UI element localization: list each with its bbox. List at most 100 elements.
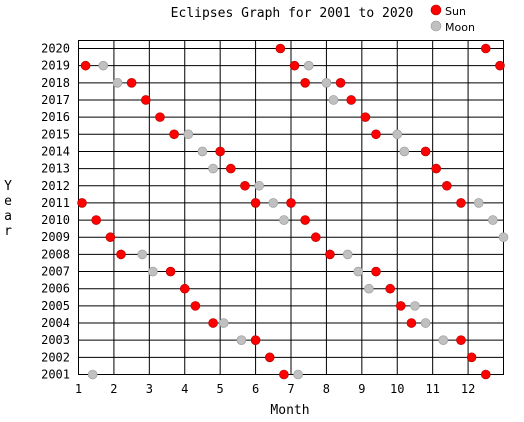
sun-eclipse-point [169,129,179,140]
x-tick-labels: 1 2 3 4 5 6 7 8 9 10 11 12 [75,382,475,396]
y-tick-label: 2012 [41,179,70,193]
sun-eclipse-point [325,249,335,260]
sun-eclipse-point [80,60,91,71]
data-points [77,43,509,380]
y-tick-label: 2005 [41,299,70,313]
sun-eclipse-point [406,318,417,328]
sun-eclipse-point [289,60,300,71]
legend-sun-marker [430,4,442,16]
y-tick-label: 2013 [41,162,70,176]
chart-title: Eclipses Graph for 2001 to 2020 [171,6,414,21]
moon-eclipse-point [98,60,109,71]
y-tick-labels: 2001 2002 2003 2004 2005 2006 2007 2008 2009 2010… [41,42,70,382]
moon-eclipse-point [328,95,339,105]
y-tick-label: 2011 [41,196,70,210]
sun-eclipse-point [385,283,395,294]
sun-eclipse-point [300,215,310,225]
moon-eclipse-point [438,335,449,345]
sun-eclipse-point [371,266,381,277]
x-tick-label: 2 [110,382,117,396]
sun-eclipse-point [310,232,321,243]
sun-eclipse-point [225,163,236,174]
x-tick-label: 8 [323,382,330,396]
y-tick-label: 2004 [41,316,70,330]
y-axis-label-char: a [4,209,12,224]
sun-eclipse-point [456,198,466,208]
moon-eclipse-point [353,266,364,277]
moon-eclipse-point [410,301,420,311]
sun-eclipse-point [165,266,176,277]
sun-eclipse-point [275,43,286,54]
y-tick-label: 2008 [41,247,70,261]
x-tick-label: 12 [461,382,475,396]
y-tick-label: 2017 [41,93,70,107]
sun-eclipse-point [431,163,442,174]
x-axis-label: Month [270,403,309,418]
x-tick-label: 5 [217,382,224,396]
legend-moon-marker [430,20,442,32]
moon-eclipse-point [488,215,498,225]
sun-eclipse-point [480,43,491,54]
moon-eclipse-point [87,369,98,380]
moon-eclipse-point [321,78,332,88]
moon-eclipse-point [268,198,279,208]
sun-eclipse-point [208,318,218,328]
sun-eclipse-point [335,78,346,88]
sun-eclipse-point [279,369,289,380]
moon-eclipse-point [498,232,509,243]
moon-eclipse-point [236,335,247,345]
sun-eclipse-point [116,249,126,260]
sun-eclipse-point [371,129,381,140]
sun-eclipse-point [395,301,406,311]
moon-eclipse-point [112,78,123,88]
x-tick-label: 6 [252,382,259,396]
sun-eclipse-point [264,352,275,363]
moon-eclipse-point [208,163,218,174]
sun-eclipse-point [495,60,505,71]
sun-eclipse-point [190,301,201,311]
sun-eclipse-point [215,146,225,157]
x-tick-label: 3 [146,382,153,396]
x-tick-label: 11 [425,382,439,396]
x-tick-label: 10 [390,382,404,396]
sun-eclipse-point [155,112,165,122]
y-tick-label: 2002 [41,350,70,364]
grid [78,40,504,375]
y-tick-label: 2020 [41,42,70,56]
sun-eclipse-point [105,232,116,243]
sun-eclipse-point [456,335,466,345]
y-axis-label-char: Y [4,179,12,194]
moon-eclipse-point [303,60,314,71]
y-tick-label: 2015 [41,127,70,141]
moon-eclipse-point [279,215,289,225]
plot-area-border [78,40,504,375]
y-tick-label: 2018 [41,76,70,90]
moon-eclipse-point [420,318,431,328]
legend: Sun Moon [430,4,475,34]
moon-eclipse-point [473,198,484,208]
moon-eclipse-point [364,283,374,294]
y-axis-label-char: e [4,194,12,209]
sun-eclipse-point [420,146,431,157]
sun-eclipse-point [250,198,261,208]
x-tick-label: 1 [75,382,82,396]
x-tick-label: 9 [358,382,365,396]
moon-eclipse-point [342,249,353,260]
moon-eclipse-point [254,180,264,191]
y-axis-label-char: r [4,224,12,239]
y-tick-label: 2003 [41,333,70,347]
y-tick-label: 2006 [41,282,70,296]
moon-eclipse-point [399,146,410,157]
moon-eclipse-point [183,129,194,140]
x-tick-label: 7 [287,382,294,396]
x-tick-label: 4 [181,382,188,396]
sun-eclipse-point [346,95,357,105]
y-tick-label: 2009 [41,230,70,244]
sun-eclipse-point [179,283,190,294]
sun-eclipse-point [140,95,151,105]
y-tick-label: 2014 [41,144,70,158]
y-tick-label: 2016 [41,110,70,124]
sun-eclipse-point [286,198,296,208]
